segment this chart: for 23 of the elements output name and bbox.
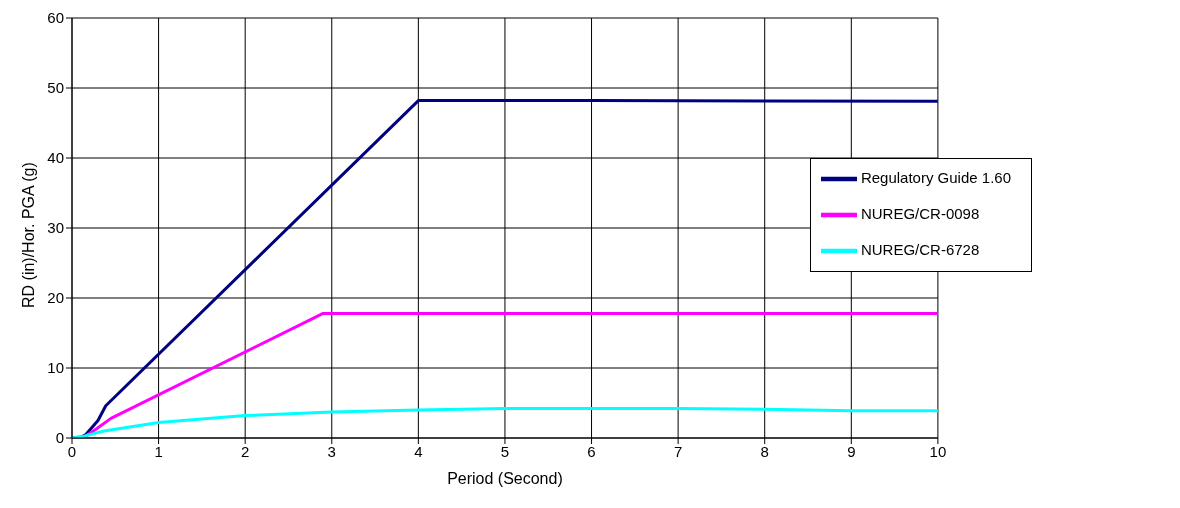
y-axis-title: RD (in)/Hor. PGA (g) [19,162,37,308]
x-axis-title: Period (Second) [447,470,563,487]
y-tick-label: 40 [47,149,64,167]
x-tick-label: 9 [847,442,856,460]
x-tick-label: 8 [760,442,769,460]
x-tick-label: 1 [154,442,163,460]
x-tick-label: 10 [929,442,947,460]
y-tick-label: 30 [47,219,64,237]
y-tick-label: 0 [55,429,64,447]
x-tick-label: 4 [414,442,423,460]
y-tick-label: 50 [47,79,64,97]
x-tick-label: 7 [673,442,683,460]
x-tick-label: 5 [500,442,510,460]
y-tick-label: 10 [47,359,64,377]
y-tick-label: 20 [47,289,64,307]
x-tick-label: 6 [587,442,596,460]
legend-label: NUREG/CR-0098 [860,204,980,222]
legend-label: NUREG/CR-6728 [860,240,980,258]
y-tick-label: 60 [47,9,64,27]
legend-label: Regulatory Guide 1.60 [860,168,1011,186]
x-tick-label: 2 [241,442,250,460]
x-tick-label: 3 [327,442,336,460]
x-tick-label: 0 [67,442,77,460]
